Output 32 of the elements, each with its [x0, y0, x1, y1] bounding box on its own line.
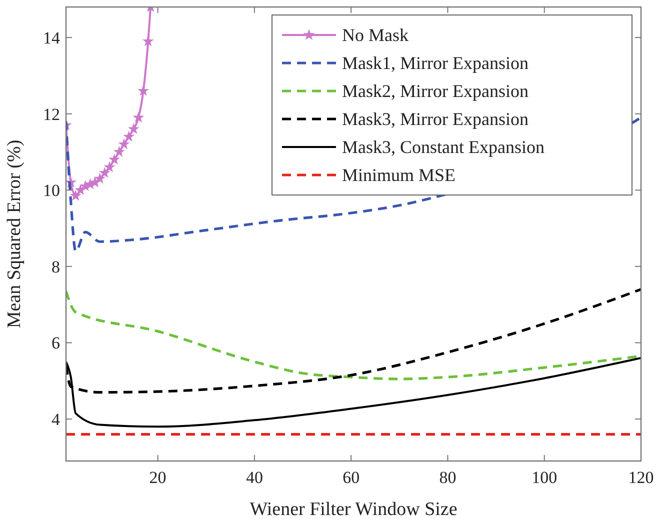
- legend-label: Mask3, Constant Expansion: [342, 137, 544, 157]
- legend-label: No Mask: [342, 25, 408, 45]
- point: [124, 132, 134, 141]
- y-tick-label: 4: [52, 410, 60, 430]
- x-tick-label: 20: [149, 468, 166, 487]
- point: [95, 174, 105, 183]
- point: [134, 112, 144, 122]
- legend-label: Mask3, Mirror Expansion: [342, 109, 528, 129]
- point: [143, 36, 153, 46]
- point: [100, 168, 110, 178]
- point: [70, 190, 80, 200]
- x-tick-label: 40: [246, 468, 263, 487]
- y-tick-label: 14: [43, 28, 60, 48]
- point: [110, 154, 120, 164]
- point: [104, 162, 114, 172]
- x-axis-title: Wiener Filter Window Size: [250, 499, 458, 519]
- legend-label: Minimum MSE: [342, 165, 456, 185]
- legend-label: Mask1, Mirror Expansion: [342, 53, 528, 73]
- point: [114, 146, 124, 156]
- y-tick-label: 12: [43, 104, 60, 124]
- y-tick-label: 10: [43, 181, 60, 200]
- point: [138, 86, 148, 96]
- y-tick-label: 6: [52, 334, 60, 353]
- x-tick-label: 80: [439, 468, 456, 487]
- y-axis-title: Mean Squared Error (%): [4, 140, 25, 328]
- x-tick-label: 100: [532, 468, 558, 487]
- point: [128, 124, 138, 134]
- y-tick-label: 8: [52, 257, 60, 276]
- legend-label: Mask2, Mirror Expansion: [342, 81, 528, 101]
- x-tick-label: 120: [628, 468, 654, 487]
- x-tick-label: 60: [342, 468, 360, 487]
- point: [119, 139, 129, 148]
